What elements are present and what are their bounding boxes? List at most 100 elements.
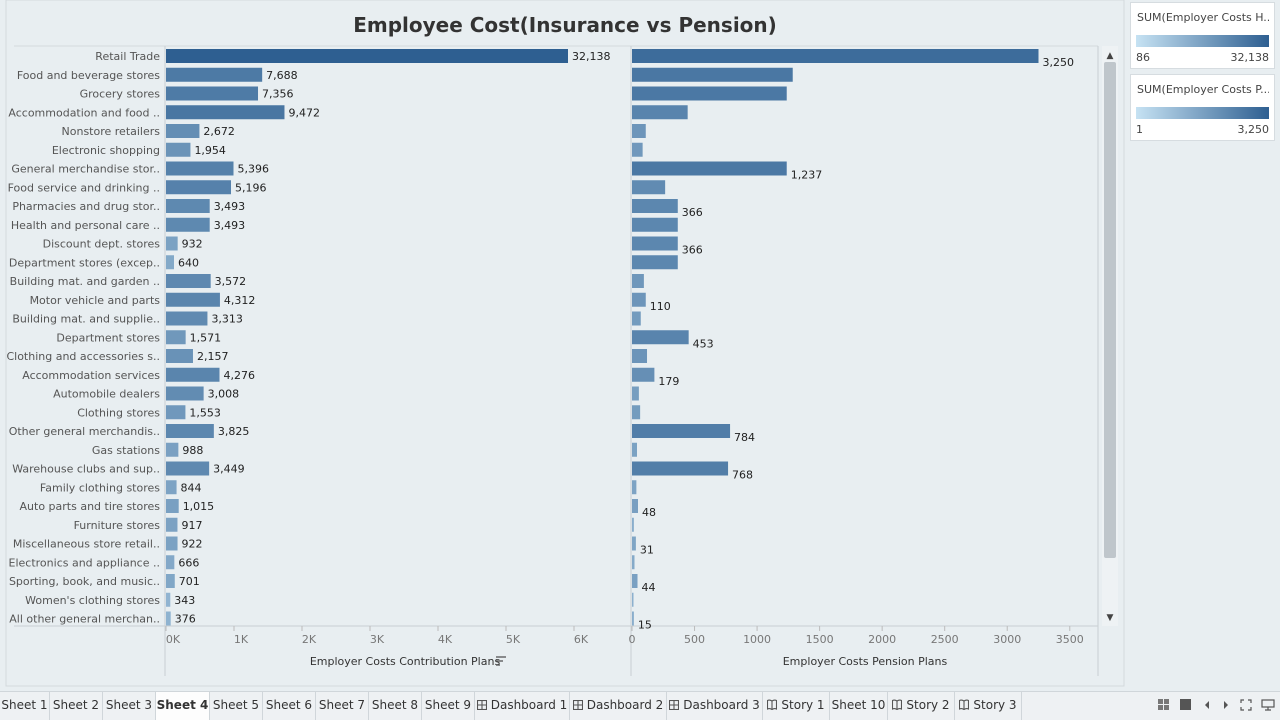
tab-sheet-1[interactable]: Sheet 1: [0, 692, 50, 720]
contribution-value-label: 7,356: [262, 88, 294, 101]
category-label: Retail Trade: [95, 50, 160, 63]
pension-bar: [632, 217, 678, 232]
grid-view-icon[interactable]: [1158, 699, 1170, 714]
contribution-bar: [166, 592, 171, 607]
left-axis-tick-label: 2K: [302, 633, 317, 646]
contribution-value-label: 3,493: [214, 219, 246, 232]
fullscreen-icon[interactable]: [1240, 699, 1252, 714]
prev-icon[interactable]: [1203, 699, 1211, 714]
pension-bar: [632, 255, 678, 270]
category-label: Auto parts and tire stores: [20, 500, 161, 513]
tab-label: Dashboard 2: [586, 698, 664, 712]
contribution-value-label: 640: [178, 256, 199, 269]
pension-bar: [632, 442, 638, 457]
vertical-scrollbar[interactable]: ▲ ▼: [1102, 46, 1118, 626]
contribution-bar: [166, 199, 210, 213]
right-axis-tick-label: 2000: [868, 633, 896, 646]
contribution-bar: [166, 349, 193, 363]
tab-sheet-8[interactable]: Sheet 8: [369, 692, 422, 720]
contribution-bar: [166, 574, 175, 588]
scroll-up-icon[interactable]: ▲: [1107, 51, 1114, 61]
sort-icon[interactable]: [496, 656, 506, 666]
tab-story-3[interactable]: Story 3: [955, 692, 1022, 720]
tab-sheet-6[interactable]: Sheet 6: [263, 692, 316, 720]
category-label: Building mat. and garden ..: [10, 275, 160, 288]
contribution-value-label: 917: [181, 519, 202, 532]
category-label: Family clothing stores: [40, 481, 160, 494]
tab-label: Sheet 2: [52, 698, 100, 712]
contribution-value-label: 4,312: [224, 294, 256, 307]
contribution-value-label: 666: [178, 556, 199, 569]
tab-sheet-10[interactable]: Sheet 10: [830, 692, 888, 720]
tab-dashboard-1[interactable]: Dashboard 1: [475, 692, 570, 720]
category-label: All other general merchan..: [9, 613, 160, 626]
left-axis-tick-label: 6K: [574, 633, 589, 646]
left-axis-tick-label: 0K: [166, 633, 181, 646]
tab-dashboard-3[interactable]: Dashboard 3: [667, 692, 763, 720]
tab-sheet-2[interactable]: Sheet 2: [50, 692, 103, 720]
tab-sheet-4[interactable]: Sheet 4: [156, 692, 210, 720]
contribution-value-label: 5,196: [235, 181, 266, 194]
tab-sheet-3[interactable]: Sheet 3: [103, 692, 156, 720]
single-view-icon[interactable]: [1180, 699, 1192, 714]
pension-bar: [632, 330, 689, 345]
category-label: Building mat. and supplie..: [12, 313, 160, 326]
contribution-value-label: 9,472: [288, 106, 320, 119]
tab-story-2[interactable]: Story 2: [888, 692, 955, 720]
tab-label: Sheet 5: [212, 698, 260, 712]
tab-sheet-7[interactable]: Sheet 7: [316, 692, 369, 720]
tab-label: Story 2: [906, 698, 950, 712]
tab-story-1[interactable]: Story 1: [763, 692, 830, 720]
contribution-value-label: 988: [182, 444, 203, 457]
left-axis-tick-label: 3K: [370, 633, 385, 646]
category-labels: Retail Trade Food and beverage stores Groc…: [6, 50, 160, 626]
pension-bar: [632, 517, 634, 532]
pension-bar: [632, 311, 641, 326]
pension-bar: [632, 142, 643, 157]
scroll-thumb[interactable]: [1104, 62, 1116, 558]
tab-sheet-5[interactable]: Sheet 5: [210, 692, 263, 720]
pension-bar: [632, 105, 688, 120]
category-label: Accommodation services: [22, 369, 160, 382]
tab-label: Sheet 3: [105, 698, 153, 712]
contribution-bar: [166, 611, 171, 626]
contribution-value-label: 2,672: [203, 125, 235, 138]
legend-insurance[interactable]: SUM(Employer Costs H... 86 32,138: [1130, 2, 1275, 69]
contribution-value-label: 3,008: [208, 388, 240, 401]
pension-bar: [632, 274, 644, 288]
tab-label: Dashboard 3: [683, 698, 760, 712]
contribution-value-label: 7,688: [266, 69, 298, 82]
presentation-icon[interactable]: [1261, 699, 1275, 714]
contribution-bar: [166, 67, 263, 82]
pension-value-label: 44: [642, 581, 656, 594]
tab-sheet-9[interactable]: Sheet 9: [422, 692, 475, 720]
category-label: Accommodation and food ..: [8, 106, 160, 119]
pension-bar: [632, 480, 637, 495]
pension-bar: [632, 405, 641, 420]
contribution-value-label: 1,954: [194, 144, 226, 157]
pension-value-label: 3,250: [1043, 56, 1075, 69]
pension-bar: [632, 611, 634, 626]
category-label: Gas stations: [92, 444, 160, 457]
legend-gradient: [1136, 35, 1269, 47]
contribution-bar: [166, 311, 208, 326]
category-label: Clothing stores: [77, 406, 160, 419]
right-axis-tick-label: 2500: [931, 633, 959, 646]
dashboard-icon: [572, 693, 583, 719]
scroll-down-icon[interactable]: ▼: [1107, 613, 1114, 623]
pension-bar: [632, 555, 635, 570]
category-label: Motor vehicle and parts: [30, 294, 161, 307]
contribution-value-label: 1,553: [189, 406, 221, 419]
contribution-bar: [166, 142, 191, 157]
category-label: Electronics and appliance ..: [9, 556, 160, 569]
legend-min: 86: [1136, 51, 1150, 64]
legend-pension[interactable]: SUM(Employer Costs P... 1 3,250: [1130, 74, 1275, 141]
category-label: Grocery stores: [80, 88, 161, 101]
contribution-value-label: 4,276: [223, 369, 255, 382]
next-icon[interactable]: [1222, 699, 1230, 714]
tab-dashboard-2[interactable]: Dashboard 2: [570, 692, 667, 720]
contribution-bar: [166, 255, 175, 270]
legend-max: 3,250: [1237, 123, 1270, 136]
category-label: Food and beverage stores: [17, 69, 160, 82]
